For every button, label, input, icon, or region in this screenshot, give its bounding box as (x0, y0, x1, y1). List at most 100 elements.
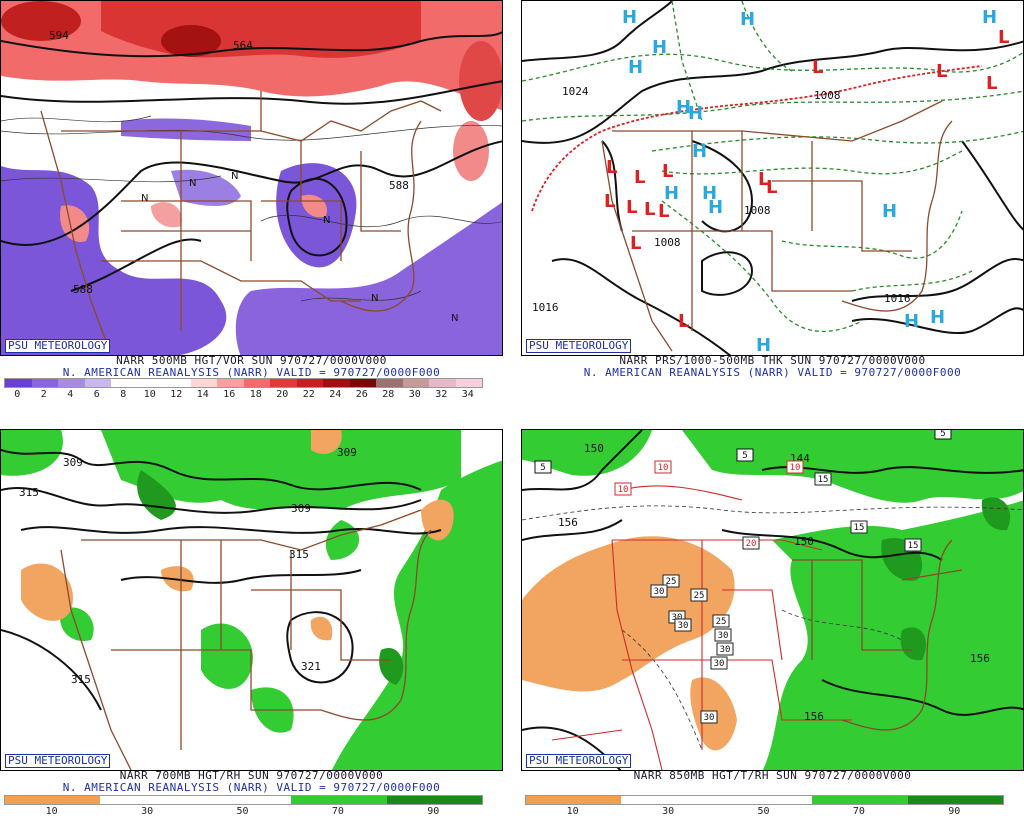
svg-text:20: 20 (746, 539, 757, 549)
vorticity-mark: N (231, 171, 238, 182)
high-pressure-marker: H (882, 201, 897, 222)
rh850-colorbar (525, 795, 1004, 805)
low-pressure-marker: L (758, 169, 769, 190)
low-pressure-marker: L (678, 311, 689, 332)
contour-label: 309 (337, 446, 357, 459)
colorbar-segment (455, 379, 482, 387)
svg-text:10: 10 (790, 463, 801, 473)
colorbar-segment (31, 379, 58, 387)
low-pressure-marker: L (766, 177, 777, 198)
contour-label: 588 (389, 179, 409, 192)
colorbar-segment (907, 796, 1003, 804)
colorbar-segment (812, 796, 908, 804)
colorbar-tick-label: 90 (427, 806, 440, 817)
low-pressure-marker: L (998, 27, 1009, 48)
contour-label: 156 (558, 516, 578, 529)
colorbar-segment (621, 796, 717, 804)
colorbar-segment (217, 379, 244, 387)
colorbar-tick-label: 0 (14, 389, 21, 400)
colorbar-segment (58, 379, 85, 387)
colorbar-segment (291, 796, 387, 804)
psu-meteorology-badge: PSU METEOROLOGY (5, 754, 111, 768)
colorbar-segment (190, 379, 217, 387)
high-pressure-marker: H (688, 103, 703, 124)
temperature-label-box: 30 (700, 710, 718, 724)
panel-500mb-vorticity: 588 588 594 564 N N N N N N PSU METEOROL… (0, 0, 503, 402)
svg-text:30: 30 (718, 631, 729, 641)
contour-label: 564 (233, 39, 253, 52)
contour-label: 309 (63, 456, 83, 469)
colorbar-segment (386, 796, 482, 804)
colorbar-tick-label: 2 (40, 389, 47, 400)
colorbar-segment (402, 379, 429, 387)
colorbar-segment (376, 379, 403, 387)
colorbar-tick-label: 10 (143, 389, 156, 400)
svg-text:15: 15 (908, 541, 919, 551)
colorbar-segment (270, 379, 297, 387)
svg-text:15: 15 (854, 523, 865, 533)
temperature-label-box: 30 (716, 642, 734, 656)
isobar-label: 1008 (744, 204, 771, 217)
panel-title: NARR 700MB HGT/RH SUN 970727/0000V000 (119, 769, 384, 782)
temperature-label-box: 20 (742, 536, 760, 550)
low-pressure-marker: L (644, 199, 655, 220)
vorticity-mark: N (189, 178, 196, 189)
temperature-label-box: 30 (714, 628, 732, 642)
colorbar-tick-label: 26 (355, 389, 368, 400)
colorbar-tick-label: 28 (382, 389, 395, 400)
temperature-label-box: 15 (904, 538, 922, 552)
high-pressure-marker: H (622, 7, 637, 28)
svg-text:30: 30 (704, 713, 715, 723)
colorbar-segment (84, 379, 111, 387)
svg-text:30: 30 (720, 645, 731, 655)
colorbar-tick-label: 8 (120, 389, 127, 400)
vorticity-mark: N (141, 193, 148, 204)
temperature-label-box: 10 (786, 460, 804, 474)
svg-text:30: 30 (678, 621, 689, 631)
low-pressure-marker: L (662, 161, 673, 182)
temperature-label-box: 5 (736, 448, 754, 462)
contour-label: 315 (289, 548, 309, 561)
high-pressure-marker: H (904, 311, 919, 332)
colorbar-segment (5, 379, 32, 387)
vorticity-colorbar (4, 378, 483, 388)
colorbar-segment (5, 796, 101, 804)
temperature-label-box: 30 (650, 584, 668, 598)
isobar-label: 1016 (532, 301, 559, 314)
colorbar-tick-label: 24 (329, 389, 342, 400)
colorbar-tick-label: 34 (461, 389, 474, 400)
rh850-colorbar-ticks: 10 30 50 70 90 (525, 806, 1002, 818)
contour-label: 315 (19, 486, 39, 499)
panel-700mb-rh: 309 309 309 315 315 315 321 PSU METEOROL… (0, 429, 503, 819)
vorticity-mark: N (451, 313, 458, 324)
colorbar-segment (429, 379, 456, 387)
contour-label: 315 (71, 673, 91, 686)
temperature-label-box: 25 (712, 614, 730, 628)
low-pressure-marker: L (634, 167, 645, 188)
colorbar-tick-label: 4 (67, 389, 74, 400)
rh700-colorbar (4, 795, 483, 805)
temperature-label-box: 15 (814, 472, 832, 486)
low-pressure-marker: L (606, 157, 617, 178)
colorbar-segment (137, 379, 164, 387)
colorbar-tick-label: 22 (302, 389, 315, 400)
low-pressure-marker: L (604, 191, 615, 212)
panel-850mb-temp-rh: 150 156 144 150 156 156 5 5 5 10 10 10 15 15 15 2… (521, 429, 1024, 819)
svg-text:25: 25 (716, 617, 727, 627)
contour-label: 150 (584, 442, 604, 455)
temperature-label-box: 10 (614, 482, 632, 496)
high-pressure-marker: H (702, 183, 717, 204)
rh700-map: 309 309 309 315 315 315 321 PSU METEOROL… (0, 429, 503, 771)
colorbar-segment (195, 796, 292, 804)
colorbar-tick-label: 50 (236, 806, 249, 817)
high-pressure-marker: H (692, 141, 707, 162)
svg-text:30: 30 (714, 659, 725, 669)
colorbar-segment (164, 379, 191, 387)
contour-label: 156 (970, 652, 990, 665)
colorbar-tick-label: 16 (223, 389, 236, 400)
svg-text:5: 5 (940, 430, 945, 439)
panel-subtitle: N. AMERICAN REANALYSIS (NARR) VALID = 97… (62, 781, 441, 794)
high-pressure-marker: H (930, 307, 945, 328)
colorbar-tick-label: 6 (93, 389, 100, 400)
